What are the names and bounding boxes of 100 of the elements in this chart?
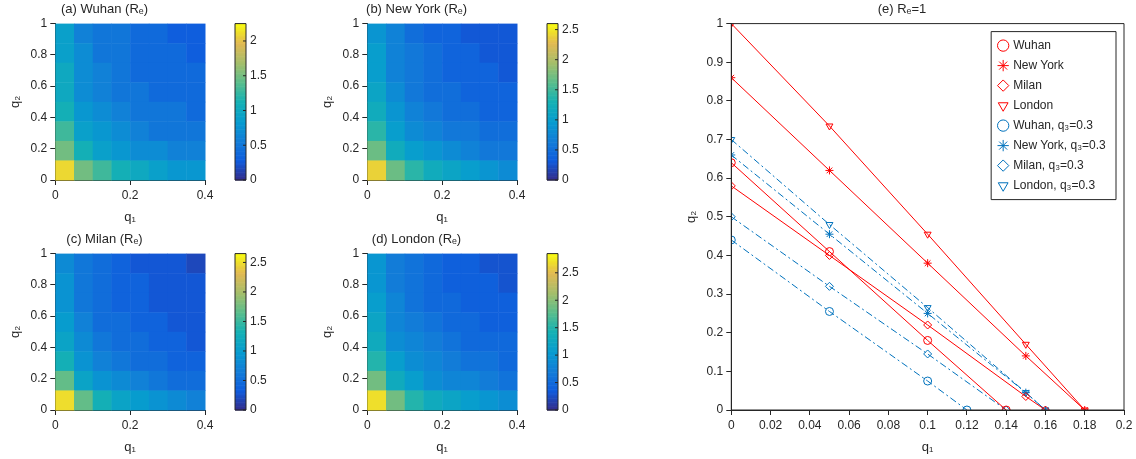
y-tick-label: 0.8: [706, 93, 724, 108]
color-bar-label: 0: [250, 402, 257, 417]
y-tick-label: 0.8: [342, 47, 360, 62]
y-tick-label: 0.6: [342, 78, 360, 93]
x-axis-title: q₁: [436, 438, 449, 454]
x-tick-label: 0.2: [121, 187, 139, 202]
x-tick-label: 0: [51, 187, 59, 202]
y-tick-label: 0.7: [706, 131, 724, 146]
y-tick-label: 0.2: [30, 141, 48, 156]
x-tick-label: 0.06: [837, 417, 862, 432]
y-tick-label: 0.8: [30, 277, 48, 292]
color-bar-label: 0.5: [250, 137, 268, 152]
y-tick-label: 0.8: [30, 47, 48, 62]
x-tick-label: 0: [727, 417, 735, 432]
color-bar-label: 0: [562, 402, 569, 417]
y-tick-label: 0.4: [30, 109, 48, 124]
y-tick-label: 0: [40, 402, 48, 417]
chart-title: (c) Milan (Rₑ): [66, 231, 143, 247]
x-tick-label: 0.4: [196, 187, 214, 202]
y-tick-label: 0.2: [706, 325, 724, 340]
chart-title: (e) Rₑ=1: [877, 1, 927, 17]
x-tick-label: 0: [363, 187, 371, 202]
y-tick-label: 0.4: [342, 109, 360, 124]
color-bar-label: 0: [250, 172, 257, 187]
y-tick-label: 0: [352, 172, 360, 187]
x-tick-label: 0.4: [508, 417, 526, 432]
x-tick-label: 0.2: [433, 187, 451, 202]
color-bar-label: 2: [562, 52, 569, 66]
y-axis-title: q₂: [319, 95, 335, 108]
x-tick-label: 0.02: [758, 417, 783, 432]
chart-title: (a) Wuhan (Rₑ): [61, 1, 148, 17]
color-bar-label: 2.5: [250, 254, 268, 269]
x-tick-label: 0.08: [876, 417, 901, 432]
x-axis-title: q₁: [124, 438, 137, 454]
legend-label: Milan, q₃=0.3: [1013, 157, 1085, 172]
y-tick-label: 1: [716, 15, 724, 30]
y-axis-title: q₂: [7, 325, 23, 338]
legend-label: New York: [1013, 57, 1065, 72]
x-tick-label: 0.2: [433, 417, 451, 432]
y-tick-label: 0.6: [30, 308, 48, 323]
color-bar-label: 0.5: [250, 372, 268, 387]
color-bar-label: 1.5: [562, 320, 580, 334]
y-tick-label: 0: [716, 402, 724, 417]
x-axis-title: q₁: [921, 438, 935, 454]
x-tick-label: 0.04: [798, 417, 822, 432]
x-tick-label: 0.1: [919, 417, 937, 432]
color-bar-label: 1: [562, 347, 569, 362]
y-tick-label: 1: [40, 15, 48, 30]
x-tick-label: 0.4: [196, 417, 214, 432]
y-tick-label: 0.4: [30, 339, 48, 354]
chart-title: (b) New York (Rₑ): [366, 1, 467, 17]
y-tick-label: 0.2: [342, 371, 360, 386]
y-tick-label: 1: [352, 245, 360, 260]
x-tick-label: 0: [51, 417, 59, 432]
y-tick-label: 0: [40, 172, 48, 187]
color-bar-label: 0.5: [562, 142, 580, 157]
color-bar-label: 2: [250, 284, 257, 299]
color-bar-label: 1: [562, 112, 569, 127]
color-bar-label: 1: [250, 343, 257, 358]
y-tick-label: 0: [352, 402, 360, 417]
y-tick-label: 0.6: [706, 170, 724, 185]
y-axis-title: q₂: [319, 325, 335, 338]
color-bar-label: 2.5: [562, 265, 580, 280]
y-tick-label: 0.4: [706, 247, 724, 262]
color-bar-label: 0.5: [562, 374, 580, 389]
color-bar-label: 1.5: [250, 68, 268, 83]
y-tick-label: 0.9: [706, 54, 724, 69]
y-tick-label: 1: [40, 245, 48, 260]
y-tick-label: 0.6: [30, 78, 48, 93]
legend-label: London, q₃=0.3: [1013, 177, 1096, 192]
x-tick-label: 0.12: [955, 417, 979, 432]
y-tick-label: 0.4: [342, 339, 360, 354]
x-tick-label: 0.4: [508, 187, 526, 202]
y-tick-label: 0.6: [342, 308, 360, 323]
x-tick-label: 0.18: [1073, 417, 1097, 432]
color-bar-label: 1.5: [250, 313, 268, 328]
y-tick-label: 0.2: [342, 141, 360, 156]
y-tick-label: 0.8: [342, 277, 360, 292]
y-axis-title: q₂: [683, 210, 699, 223]
legend-label: Wuhan: [1013, 37, 1051, 52]
legend-label: New York, q₃=0.3: [1013, 137, 1107, 152]
color-bar-label: 1: [250, 102, 257, 117]
y-tick-label: 0.1: [706, 363, 724, 378]
x-tick-label: 0.14: [994, 417, 1019, 432]
chart-title: (d) London (Rₑ): [371, 231, 462, 247]
x-tick-label: 0.2: [1115, 417, 1133, 432]
y-axis-title: q₂: [7, 95, 23, 108]
x-axis-title: q₁: [436, 208, 449, 224]
x-tick-label: 0.16: [1033, 417, 1058, 432]
color-bar-label: 2: [562, 292, 569, 307]
x-axis-title: q₁: [124, 208, 137, 224]
y-tick-label: 0.2: [30, 371, 48, 386]
legend-label: London: [1013, 97, 1054, 112]
y-tick-label: 0.5: [706, 209, 724, 224]
color-bar-label: 1.5: [562, 82, 580, 97]
x-tick-label: 0: [363, 417, 371, 432]
legend-label: Wuhan, q₃=0.3: [1013, 117, 1094, 132]
y-tick-label: 1: [352, 15, 360, 30]
x-tick-label: 0.2: [121, 417, 139, 432]
color-bar-label: 0: [562, 172, 569, 187]
